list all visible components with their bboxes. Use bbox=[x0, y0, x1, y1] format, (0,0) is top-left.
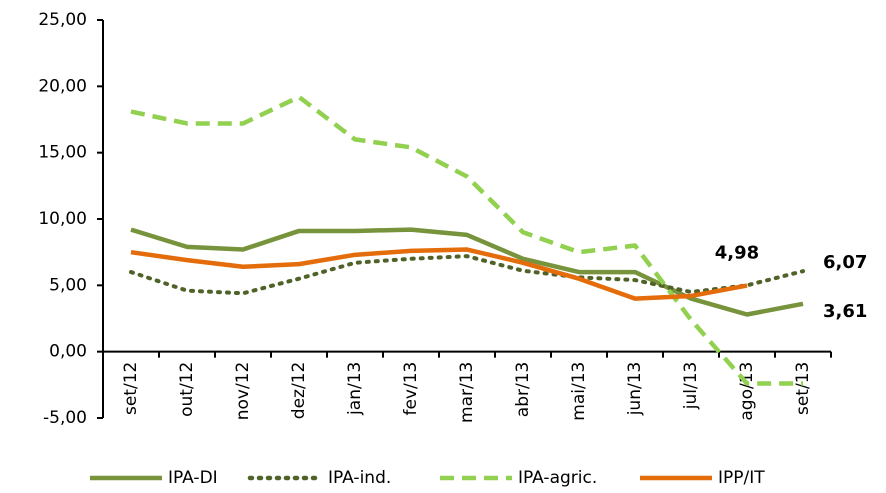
x-tick-label: out/12 bbox=[177, 362, 197, 417]
y-tick-label: 0,00 bbox=[49, 342, 87, 362]
x-tick-label: mai/13 bbox=[569, 362, 589, 421]
series-line bbox=[130, 247, 748, 301]
x-tick-label: jan/13 bbox=[345, 362, 365, 416]
x-tick-label: set/12 bbox=[121, 362, 141, 415]
x-tick-label: nov/12 bbox=[233, 362, 253, 421]
x-tick-label: set/13 bbox=[793, 362, 813, 415]
series-line bbox=[130, 94, 803, 386]
y-tick-label: 5,00 bbox=[49, 275, 87, 295]
x-tick-label: mar/13 bbox=[457, 362, 477, 423]
data-label: 4,98 bbox=[715, 243, 759, 264]
x-tick-label: jul/13 bbox=[681, 362, 701, 411]
legend-label: IPA-agric. bbox=[518, 468, 597, 488]
x-tick-label: fev/13 bbox=[401, 362, 421, 416]
data-label: 6,07 bbox=[823, 252, 867, 273]
y-tick-label: 20,00 bbox=[38, 76, 87, 96]
series-line bbox=[129, 254, 805, 296]
y-tick-label: 10,00 bbox=[38, 209, 87, 229]
y-tick-label: 25,00 bbox=[38, 10, 87, 30]
y-tick-label: 15,00 bbox=[38, 143, 87, 163]
x-tick-label: dez/12 bbox=[289, 362, 309, 420]
legend-label: IPP/IT bbox=[718, 468, 765, 488]
legend: IPA-DI IPA-ind. IPA-agric. IPP/IT bbox=[90, 468, 765, 488]
y-tick-label: -5,00 bbox=[43, 408, 87, 428]
legend-label: IPA-ind. bbox=[328, 468, 391, 488]
x-tick-label: ago/13 bbox=[737, 362, 757, 421]
data-label: 3,61 bbox=[823, 301, 867, 322]
series-line bbox=[130, 227, 804, 317]
x-tick-label: jun/13 bbox=[625, 362, 645, 417]
x-tick-label: abr/13 bbox=[513, 362, 533, 418]
legend-label: IPA-DI bbox=[168, 468, 218, 488]
